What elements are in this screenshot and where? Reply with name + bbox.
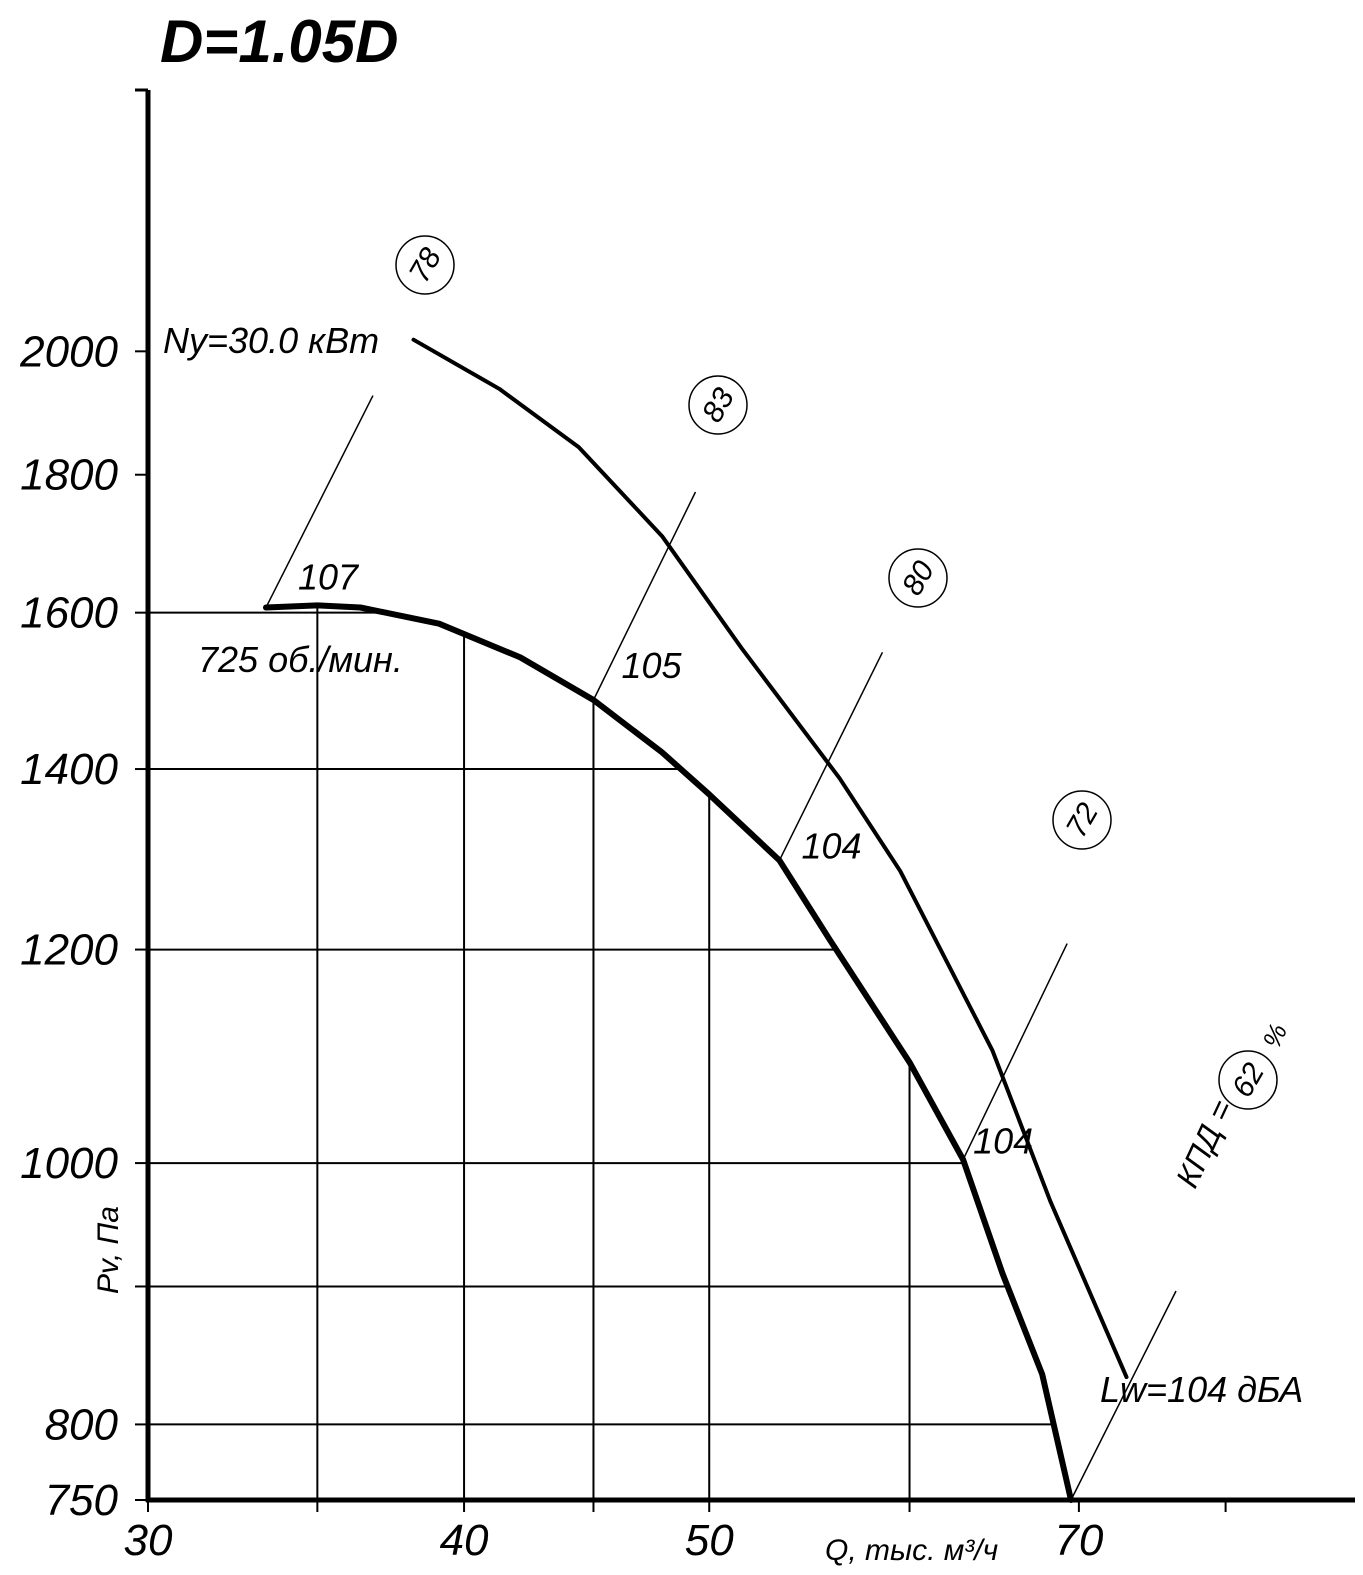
leader-line <box>778 652 884 861</box>
efficiency-unit: % <box>1256 1019 1293 1053</box>
y-tick-label: 1600 <box>20 589 118 638</box>
sound-level: 105 <box>621 645 682 686</box>
x-tick-label: 30 <box>124 1516 173 1565</box>
y-tick-label: 1000 <box>20 1139 118 1188</box>
y-tick-label: 750 <box>45 1476 119 1525</box>
efficiency-circle <box>888 548 948 608</box>
x-axis-label: Q, тыс. м³/ч <box>825 1534 998 1567</box>
noise-label: Lw=104 дБА <box>1100 1369 1303 1410</box>
leader-line <box>1070 1290 1177 1501</box>
curve <box>411 337 1129 1380</box>
x-tick-label: 50 <box>685 1516 734 1565</box>
efficiency-label: КПД = <box>1169 1094 1241 1193</box>
curve <box>263 602 1074 1503</box>
efficiency-circle <box>395 235 455 295</box>
leader-line <box>592 491 697 701</box>
efficiency-circle <box>1218 1050 1278 1110</box>
efficiency-circle <box>688 375 748 435</box>
sound-level: 107 <box>298 557 360 598</box>
y-tick-label: 800 <box>45 1400 119 1449</box>
chart-title: D=1.05D <box>160 8 398 75</box>
x-tick-label: 40 <box>440 1516 489 1565</box>
speed-label: 725 об./мин. <box>198 639 403 680</box>
y-tick-label: 1400 <box>20 745 118 794</box>
y-tick-label: 1200 <box>20 926 118 975</box>
efficiency-circle <box>1052 790 1112 850</box>
y-tick-label: 1800 <box>20 451 118 500</box>
power-label: Ny=30.0 кВт <box>163 320 379 361</box>
y-axis-label: Pv, Па <box>92 1206 125 1294</box>
sound-level: 104 <box>801 825 861 866</box>
leader-line <box>265 395 374 608</box>
sound-level: 104 <box>973 1121 1033 1162</box>
y-tick-label: 2000 <box>19 327 118 376</box>
x-tick-label: 70 <box>1054 1516 1103 1565</box>
leader-line <box>962 943 1068 1160</box>
grid <box>148 605 1072 1500</box>
